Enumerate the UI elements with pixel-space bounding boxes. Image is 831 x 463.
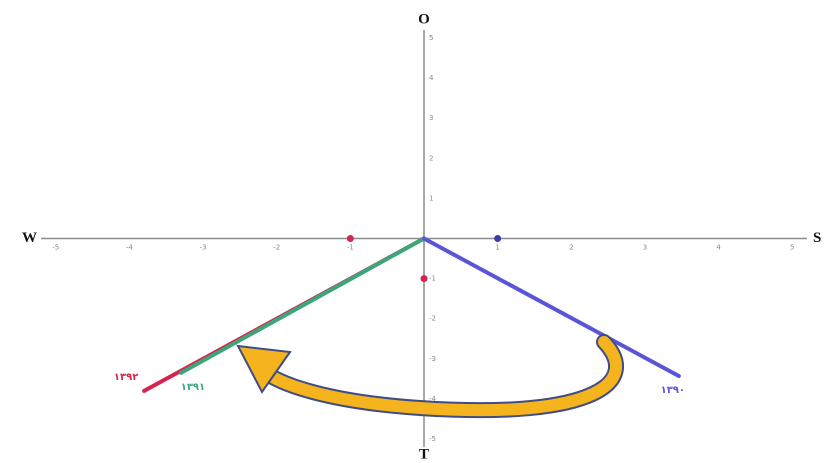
x-tick-label: -1 (347, 244, 354, 252)
y-tick-label: -1 (429, 275, 436, 283)
x-tick-label: 1 (495, 244, 499, 252)
y-tick-label: 1 (429, 194, 433, 202)
x-tick-label: 4 (716, 244, 721, 252)
series-label: ۱۳۹۰ (661, 385, 685, 396)
axis-point (420, 275, 428, 283)
arrow-body (256, 336, 623, 417)
series-label: ۱۳۹۲ (114, 372, 138, 383)
x-tick-label: 5 (790, 244, 794, 252)
x-tick-label: 2 (569, 244, 573, 252)
labels: -5 -4 -3 -2 -1 1 2 3 4 5 -5 -4 -3 -2 -1 1 2 3 4 5 O T W S ۱۳۹۲ ۱۳… (22, 11, 821, 462)
axis-point (494, 235, 502, 242)
x-tick-label: -4 (126, 244, 134, 252)
y-tick-label: 2 (429, 154, 433, 162)
x-tick-label: 3 (643, 244, 647, 252)
y-tick-label: -4 (429, 395, 437, 403)
axis-label-top: O (418, 11, 430, 27)
y-tick-label: 4 (429, 74, 434, 82)
axis-label-left: W (22, 230, 37, 246)
axis-label-bottom: T (419, 446, 429, 462)
arrow-head (236, 344, 292, 394)
y-tick-label: -3 (429, 355, 436, 363)
x-tick-label: -3 (200, 244, 207, 252)
marks (142, 235, 681, 393)
vector-line (178, 236, 426, 375)
x-tick-label: -5 (52, 244, 59, 252)
axis-point (346, 235, 354, 242)
x-tick-label: -2 (273, 244, 280, 252)
y-tick-label: 5 (429, 34, 433, 42)
y-tick-label: 3 (429, 114, 433, 122)
y-tick-label: -5 (429, 435, 436, 443)
axis-label-right: S (813, 230, 821, 246)
y-tick-label: -2 (429, 315, 436, 323)
series-label: ۱۳۹۱ (181, 382, 205, 393)
vector-line (422, 236, 681, 379)
